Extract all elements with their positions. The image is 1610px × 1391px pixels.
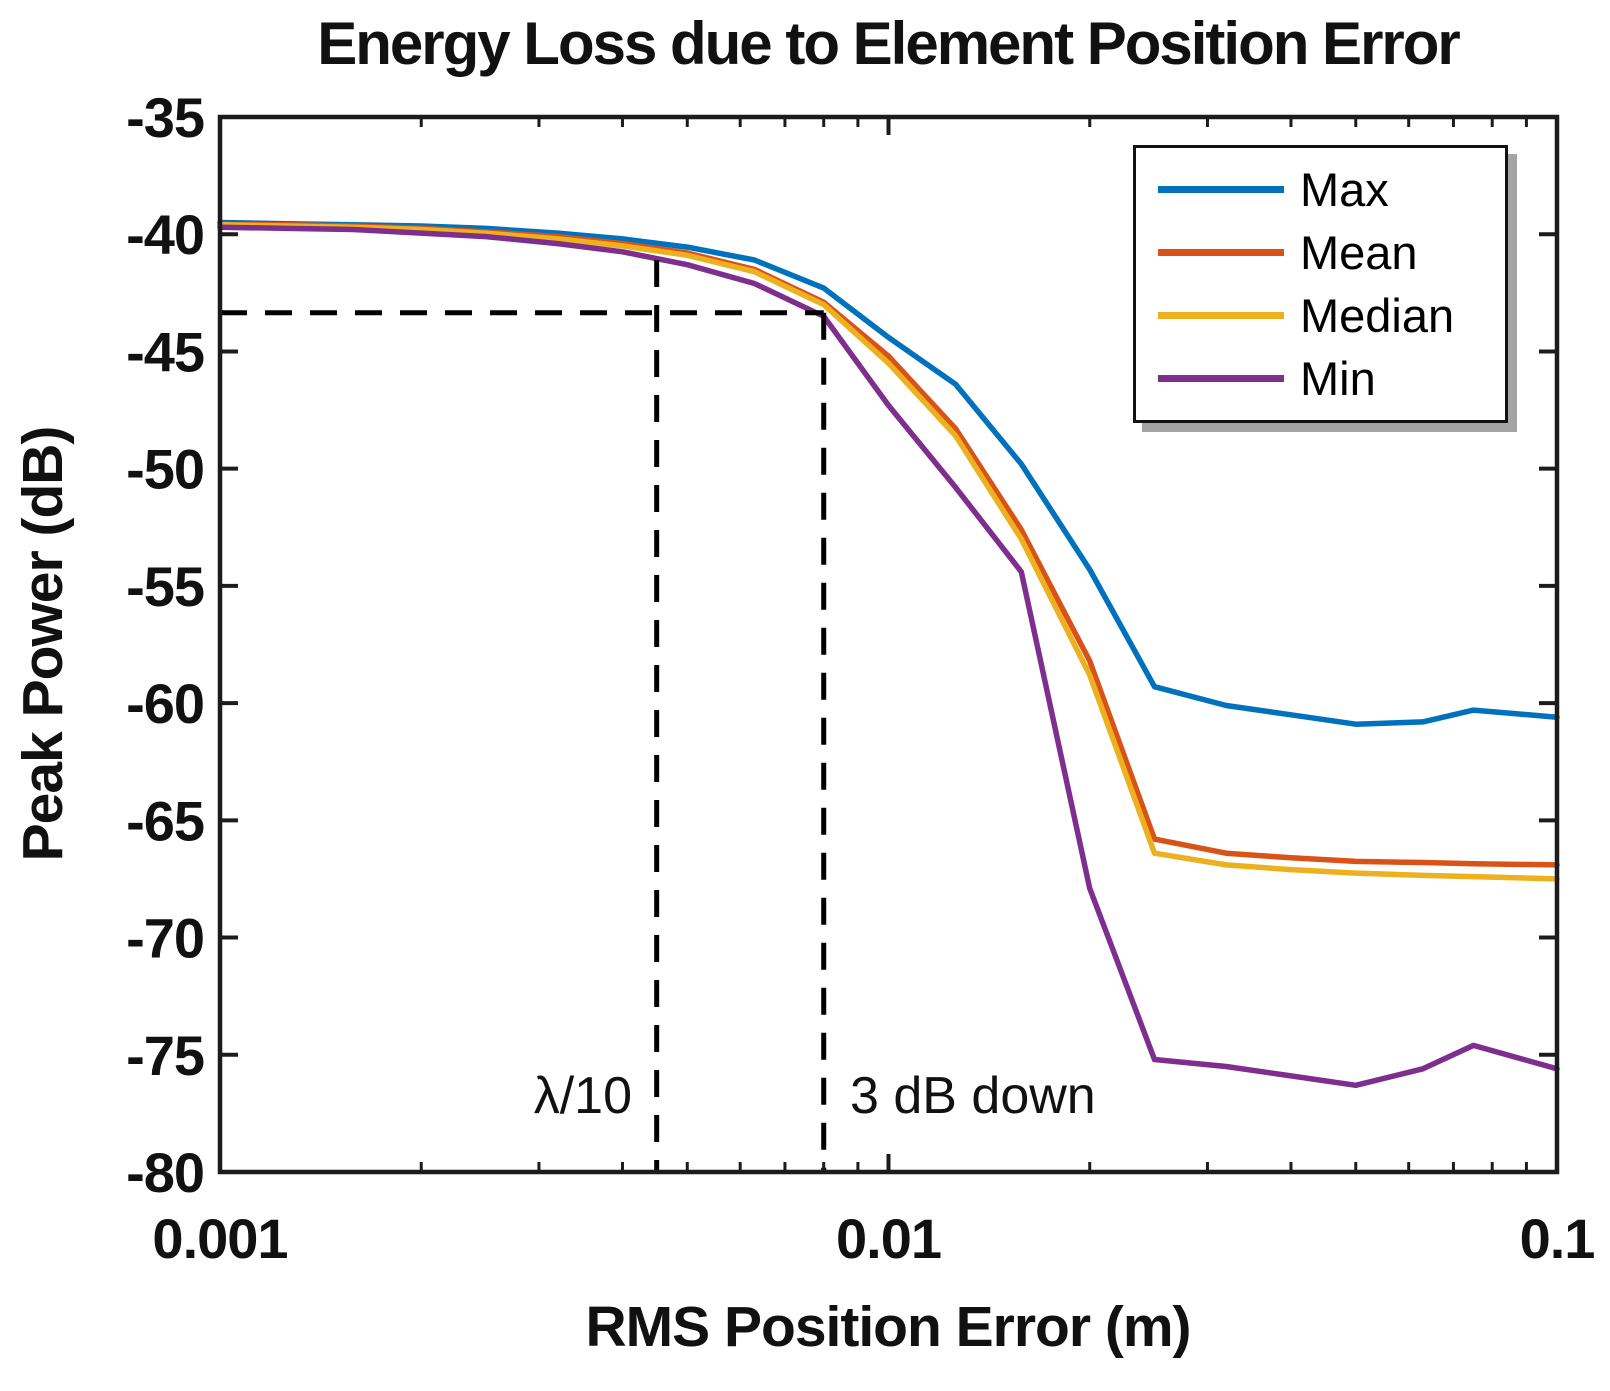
- legend-item-max: Max: [1136, 166, 1505, 213]
- y-tick-label: -40: [126, 203, 204, 266]
- legend-line-swatch: [1158, 249, 1284, 256]
- legend-item-mean: Mean: [1136, 229, 1505, 276]
- x-tick-label: 0.01: [836, 1207, 941, 1270]
- series-line-median: [217, 222, 1560, 882]
- legend-label: Min: [1300, 352, 1376, 405]
- x-axis-label: RMS Position Error (m): [585, 1295, 1190, 1359]
- series-line-max: [217, 219, 1560, 727]
- legend-item-median: Median: [1136, 292, 1505, 339]
- legend-label: Mean: [1300, 226, 1418, 279]
- y-tick-label: -55: [126, 555, 204, 618]
- legend-label: Median: [1300, 289, 1455, 342]
- y-tick-label: -45: [126, 320, 204, 383]
- y-tick-label: -70: [126, 907, 204, 970]
- y-tick-label: -60: [126, 672, 204, 735]
- series-line-min: [217, 224, 1560, 1089]
- annotation-lines: [220, 260, 827, 1172]
- y-axis-label: Peak Power (dB): [11, 427, 75, 862]
- axis-tick-labels: -35 -40 -45 -50 -55 -60 -65 -70 -75 -800.001 0.01 0…: [126, 86, 1595, 1270]
- x-tick-label: 0.1: [1520, 1207, 1595, 1270]
- x-tick-label: 0.001: [152, 1207, 287, 1270]
- y-tick-label: -50: [126, 438, 204, 501]
- y-tick-label: -75: [126, 1024, 204, 1087]
- y-tick-label: -65: [126, 789, 204, 852]
- legend-line-swatch: [1158, 312, 1284, 319]
- axis-ticks: [218, 115, 1559, 1174]
- y-tick-label: -80: [126, 1141, 204, 1204]
- lambda-annotation-label: λ/10: [534, 1067, 632, 1125]
- legend-line-swatch: [1158, 375, 1284, 382]
- legend-label: Max: [1300, 163, 1389, 216]
- chart-title: Energy Loss due to Element Position Erro…: [317, 10, 1460, 77]
- legend: Max Mean Median Min: [1133, 145, 1508, 423]
- y-tick-label: -35: [126, 86, 204, 149]
- series-lines: [217, 219, 1560, 1089]
- three-db-annotation-label: 3 dB down: [850, 1067, 1096, 1125]
- legend-item-min: Min: [1136, 355, 1505, 402]
- legend-line-swatch: [1158, 186, 1284, 193]
